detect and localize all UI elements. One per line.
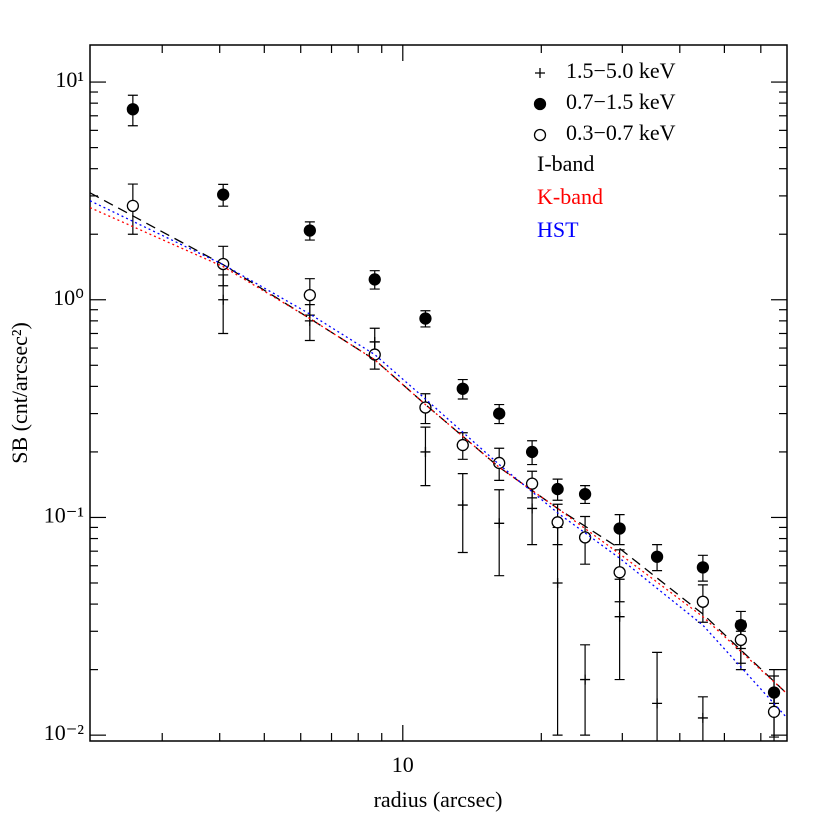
open-marker (696, 595, 710, 608)
plus-marker (218, 294, 229, 305)
plus-marker (420, 446, 431, 457)
plot-frame (89, 44, 788, 742)
legend-label: 0.7−1.5 keV (566, 89, 676, 114)
plus-marker (535, 68, 545, 78)
open-marker (368, 348, 381, 361)
error-bar (494, 489, 505, 577)
open-marker (613, 566, 626, 579)
plus-marker (580, 674, 591, 685)
error-bar (457, 473, 468, 554)
y-tick-label: 10¹ (55, 67, 84, 92)
open-marker (493, 456, 506, 470)
filled-marker (456, 382, 469, 395)
open-marker (525, 477, 539, 490)
open-marker (551, 516, 564, 529)
plus-marker (457, 500, 468, 511)
filled-marker (368, 273, 381, 286)
y-tick-label: 10⁰ (53, 285, 84, 310)
error-bar (652, 651, 663, 741)
error-bar (580, 644, 591, 736)
filled-marker (419, 312, 432, 325)
open-marker (303, 288, 316, 302)
filled-marker (493, 407, 506, 420)
open-marker (533, 128, 547, 142)
model-curve (90, 192, 787, 695)
open-marker (419, 401, 432, 414)
filled-marker (217, 188, 230, 201)
model-curve (90, 200, 787, 719)
plot-area (90, 94, 787, 741)
filled-marker (533, 97, 547, 111)
model-curve (90, 207, 787, 695)
filled-marker (613, 522, 626, 535)
open-marker (767, 705, 781, 718)
legend-label: I-band (537, 151, 594, 176)
filled-marker (551, 482, 564, 496)
x-tick-label: 10 (392, 752, 414, 777)
plus-marker (697, 712, 708, 723)
open-marker (734, 633, 748, 647)
y-axis-label: SB (cnt/arcsec²) (7, 322, 32, 464)
filled-marker (525, 445, 539, 459)
x-axis-label: radius (arcsec) (374, 787, 503, 812)
legend-label: K-band (537, 184, 603, 209)
plus-marker (527, 503, 538, 514)
filled-marker (650, 550, 664, 563)
legend-label: HST (537, 217, 579, 242)
error-bar (552, 526, 563, 736)
y-tick-label: 10⁻² (44, 720, 85, 745)
plus-marker (552, 577, 563, 588)
plus-marker (614, 611, 625, 622)
filled-marker (126, 103, 140, 116)
plus-marker (494, 518, 505, 529)
legend-label: 0.3−0.7 keV (566, 120, 676, 145)
plus-marker (652, 698, 663, 709)
y-tick-label: 10⁻¹ (44, 503, 84, 528)
filled-marker (696, 561, 710, 574)
open-marker (126, 199, 140, 213)
filled-marker (303, 224, 316, 237)
open-marker (456, 438, 469, 452)
filled-marker (578, 487, 592, 501)
legend-label: 1.5−5.0 keV (566, 58, 676, 83)
